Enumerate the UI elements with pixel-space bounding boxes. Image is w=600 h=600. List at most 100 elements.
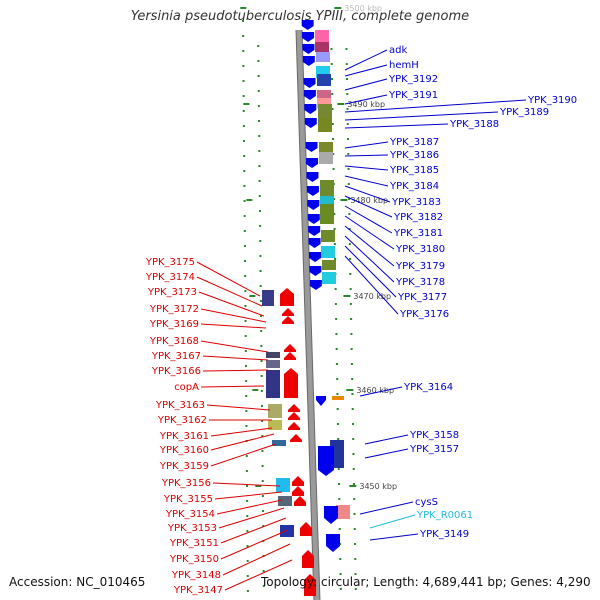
scale-dot [333,213,336,215]
scale-dot [243,230,246,232]
scale-dot [258,135,261,137]
scale-dot [257,75,260,77]
feature-block [316,52,330,62]
leader-line [224,559,293,591]
feature-block [278,496,292,506]
gene-label-ypk3155: YPK_3155 [163,494,213,505]
scale-dot [246,590,249,592]
scale-dot [246,485,249,487]
left-gene-labels: YPK_3175 YPK_3174 YPK_3173 YPK_3172 YPK_3169… [145,257,293,596]
scale-dot [262,585,265,587]
scale-dot [257,45,260,47]
reverse-gene-arrow [304,118,317,128]
gene-label-ypk3187: YPK_3187 [389,137,439,148]
leader-line [344,111,499,121]
scale-dot [243,185,246,187]
forward-gene-arrow [288,422,300,430]
gene-label-ypk3172: YPK_3172 [149,304,199,315]
scale-dot [259,240,262,242]
scale-dot [354,543,357,545]
scale-dot [242,110,245,112]
leader-line [364,434,409,445]
gene-label-ypk3166: YPK_3166 [151,366,201,377]
feature-block [320,204,334,224]
scale-dot [338,498,341,500]
scale-dot [331,123,334,125]
gene-label-ypk3192: YPK_3192 [388,74,438,85]
reverse-gene-arrow [318,446,334,476]
scale-dot [348,228,351,230]
feature-block [318,118,332,132]
feature-block [319,142,333,152]
leader-line [344,255,399,315]
scale-dot [260,375,263,377]
scale-dot [346,123,349,125]
scale-dot [350,318,353,320]
leader-line [214,491,283,500]
forward-gene-arrow [302,550,314,568]
gene-label-ypk3188: YPK_3188 [449,119,499,130]
scale-dot [333,243,336,245]
gene-label-copa: copA [174,382,199,393]
ruler-label-3460: 3460 kbp [356,386,394,395]
gene-label-ypk3181: YPK_3181 [393,228,443,239]
scale-dot [243,170,246,172]
leader-line [222,543,291,576]
scale-dot [260,360,263,362]
scale-dot [245,425,248,427]
scale-dot [339,588,342,590]
leader-line [344,154,389,157]
gene-label-ypk3177: YPK_3177 [397,292,447,303]
scale-dot [348,198,351,200]
leader-line [344,94,388,105]
gene-label-ypk3160: YPK_3160 [159,445,209,456]
leader-line [344,235,395,283]
gene-label-ypk3174: YPK_3174 [145,272,195,283]
ruler-label-3470: 3470 kbp [353,292,391,301]
backbone-edge [295,29,315,600]
scale-dot [259,300,262,302]
genome-backbone [296,29,320,600]
scale-dot [347,183,350,185]
scale-dot [261,465,264,467]
gene-label-ypk3167: YPK_3167 [151,351,201,362]
leader-line [344,215,395,250]
leader-line [359,386,403,397]
gene-label-ypk3162: YPK_3162 [157,415,207,426]
scale-dot [262,570,265,572]
scale-dot [257,60,260,62]
scale-dot [246,575,249,577]
scale-dot [347,153,350,155]
scale-dot [346,93,349,95]
gene-label-ypk3180: YPK_3180 [395,244,445,255]
gene-label-ypk3184: YPK_3184 [389,181,439,192]
feature-block [272,440,286,446]
scale-dot [245,470,248,472]
leader-line [344,141,389,149]
feature-block [321,230,335,242]
gene-label-ypk3163: YPK_3163 [155,400,205,411]
scale-dot [335,363,338,365]
leader-line [206,404,271,411]
scale-dot [244,260,247,262]
scale-dot [246,545,249,547]
scale-dot [353,513,356,515]
scale-dot [244,335,247,337]
forward-gene-arrow [300,522,312,536]
scale-dot [335,333,338,335]
scale-dot [352,468,355,470]
reverse-gene-arrow [306,172,319,182]
leader-line [344,64,388,77]
reverse-gene-arrow [309,266,322,276]
forward-gene-arrow [294,496,306,506]
reverse-gene-arrow [306,158,319,168]
feature-block [266,360,280,368]
topology-text: Topology: circular; Length: 4,689,441 bp… [261,575,591,589]
scale-dot [243,245,246,247]
scale-dot [246,560,249,562]
reverse-gene-arrow [308,238,321,248]
scale-dot [349,273,352,275]
scale-dot [258,210,261,212]
scale-dot [349,288,352,290]
